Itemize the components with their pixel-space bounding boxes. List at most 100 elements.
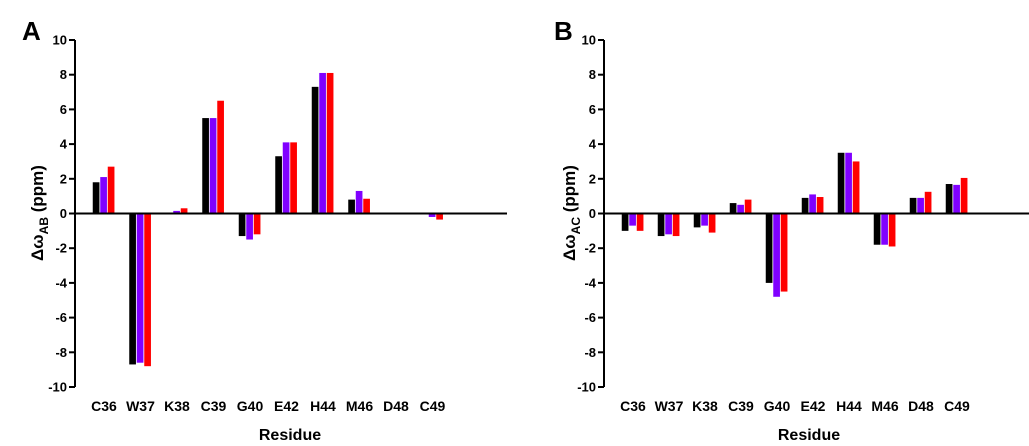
- bar-g40-s3: [780, 213, 788, 292]
- bar-m46-s2: [355, 190, 363, 214]
- bar-h44-s1: [837, 152, 845, 214]
- bar-w37-s1: [657, 213, 665, 237]
- x-axis-title-b: Residue: [778, 427, 840, 444]
- bar-w37-s2: [136, 213, 144, 363]
- x-tick-label-g40: G40: [237, 398, 264, 414]
- bar-c39-s3: [744, 199, 752, 214]
- chart-panel-a: A ΔωAB (ppm) Residue C36 W37 K38 C39 G40 E42 H…: [22, 16, 507, 444]
- bar-w37-s1: [129, 213, 136, 365]
- bar-k38-s3: [180, 208, 188, 214]
- bar-c39-s2: [737, 204, 744, 214]
- y-tick-label: 6: [60, 102, 67, 117]
- bar-e42-s1: [275, 156, 282, 214]
- y-axis-title-b: ΔωAC (ppm): [560, 165, 583, 261]
- bar-w37-s3: [672, 213, 680, 237]
- bar-k38-s3: [708, 213, 716, 233]
- bar-g40-s2: [246, 213, 253, 240]
- bar-m46-s1: [873, 213, 881, 245]
- y-tick-label: -2: [55, 241, 67, 256]
- bar-e42-s2: [282, 142, 290, 214]
- x-tick-label-c49: C49: [944, 398, 970, 414]
- x-tick-label-k38: K38: [164, 398, 190, 414]
- bar-k38-s2: [173, 210, 180, 214]
- bar-c49-s3: [960, 177, 968, 214]
- x-tick-label-g40: G40: [764, 398, 791, 414]
- x-tick-label-c39: C39: [201, 398, 227, 414]
- y-tick-label: 4: [60, 137, 68, 152]
- bar-c49-s3: [436, 213, 443, 220]
- y-axis-title-a: ΔωAB (ppm): [28, 165, 51, 261]
- bar-m46-s2: [881, 213, 888, 245]
- y-tick-label: -10: [577, 380, 596, 395]
- y-tick-label: 4: [589, 137, 597, 152]
- bar-g40-s2: [773, 213, 780, 297]
- bar-e42-s1: [801, 197, 809, 214]
- x-tick-label-c39: C39: [728, 398, 754, 414]
- bar-h44-s2: [845, 152, 852, 214]
- bar-w37-s2: [665, 213, 672, 235]
- x-tick-label-d48: D48: [908, 398, 934, 414]
- x-tick-label-c49: C49: [420, 398, 446, 414]
- y-tick-label: 10: [53, 33, 67, 48]
- y-tick-label: 0: [60, 206, 67, 221]
- y-tick-label: 0: [589, 206, 596, 221]
- bar-m46-s3: [363, 198, 370, 214]
- bar-c36-s3: [636, 213, 644, 231]
- x-tick-label-c36: C36: [620, 398, 646, 414]
- y-tick-label: -4: [584, 275, 596, 290]
- bar-e42-s3: [290, 142, 297, 214]
- bar-k38-s2: [701, 213, 708, 226]
- x-tick-label-w37: W37: [126, 398, 155, 414]
- bar-h44-s3: [852, 161, 860, 214]
- bar-m46-s3: [888, 213, 896, 247]
- bar-d48-s1: [909, 197, 917, 214]
- y-tick-label: 2: [589, 171, 596, 186]
- bar-c49-s1: [945, 184, 953, 214]
- bar-d48-s3: [924, 191, 932, 214]
- y-tick-label: -8: [55, 345, 67, 360]
- bar-c39-s1: [202, 118, 209, 214]
- bar-c39-s2: [209, 118, 217, 214]
- bar-c36-s2: [100, 177, 107, 214]
- bar-g40-s1: [765, 213, 773, 283]
- bar-c36-s1: [621, 213, 629, 231]
- bar-h44-s3: [326, 72, 334, 214]
- x-tick-label-w37: W37: [655, 398, 684, 414]
- bar-c39-s3: [217, 100, 224, 214]
- bar-d48-s2: [917, 197, 924, 214]
- y-tick-label: 8: [589, 67, 596, 82]
- bar-g40-s3: [253, 213, 261, 235]
- x-axis-title-a: Residue: [259, 427, 321, 444]
- y-tick-label: 10: [582, 33, 596, 48]
- bar-c49-s2: [428, 213, 436, 217]
- panel-label-b: B: [554, 16, 573, 46]
- bar-h44-s2: [319, 72, 326, 214]
- y-tick-label: -2: [584, 241, 596, 256]
- y-tick-label: -6: [55, 310, 67, 325]
- y-tick-label: -8: [584, 345, 596, 360]
- y-tick-label: -4: [55, 275, 67, 290]
- bar-c36-s1: [92, 182, 100, 214]
- y-tick-label: -6: [584, 310, 596, 325]
- x-tick-label-e42: E42: [801, 398, 826, 414]
- bar-h44-s1: [311, 86, 319, 214]
- x-tick-label-k38: K38: [692, 398, 718, 414]
- x-tick-label-m46: M46: [346, 398, 373, 414]
- x-tick-label-h44: H44: [310, 398, 336, 414]
- bar-w37-s3: [144, 213, 151, 367]
- panel-label-a: A: [22, 16, 41, 46]
- bar-c36-s3: [107, 166, 115, 214]
- x-tick-label-e42: E42: [274, 398, 299, 414]
- y-tick-label: -10: [48, 380, 67, 395]
- x-tick-label-d48: D48: [383, 398, 409, 414]
- bar-e42-s3: [816, 197, 824, 214]
- y-tick-label: 2: [60, 171, 67, 186]
- bar-m46-s1: [348, 199, 355, 214]
- chart-panel-b: B ΔωAC (ppm) Residue C36 W37 K38 C39 G40 E42 H…: [554, 16, 1029, 444]
- x-tick-label-c36: C36: [91, 398, 117, 414]
- bar-c39-s1: [729, 203, 737, 214]
- bar-c49-s2: [953, 184, 960, 214]
- bar-c36-s2: [629, 213, 636, 226]
- x-tick-label-m46: M46: [871, 398, 898, 414]
